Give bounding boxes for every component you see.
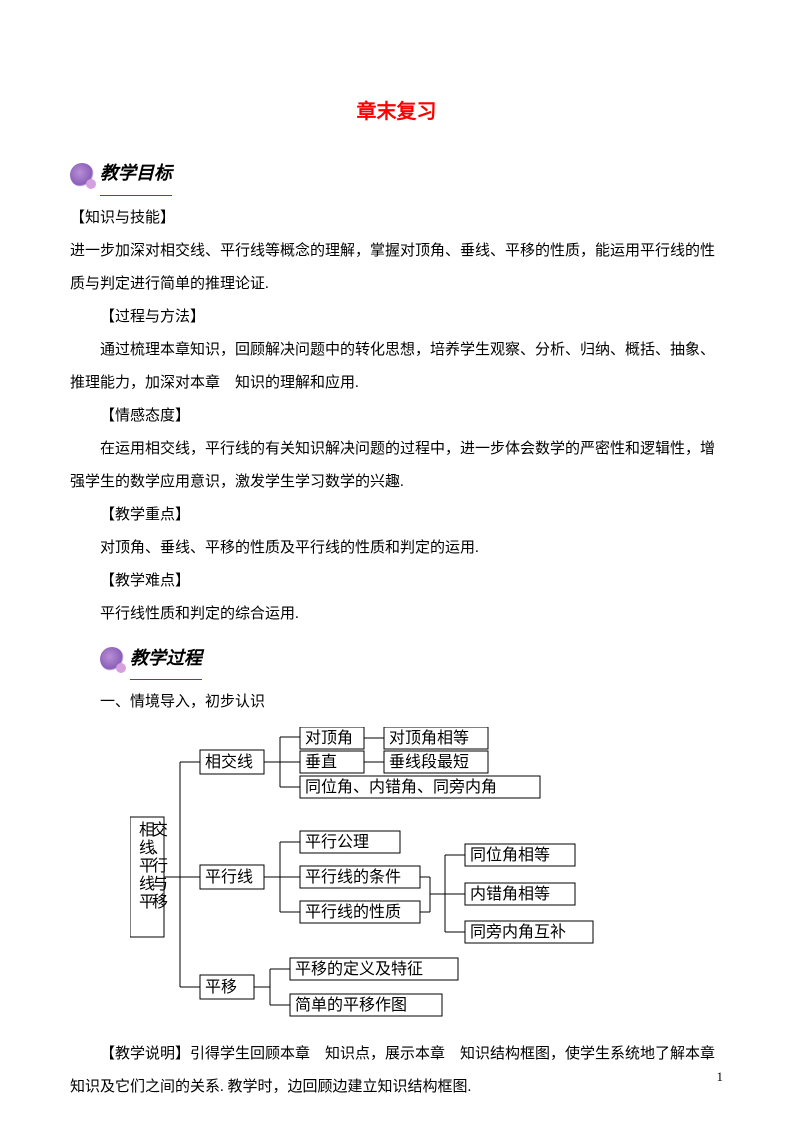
page-title: 章末复习 <box>70 90 723 134</box>
para-teaching-note: 【教学说明】引得学生回顾本章 知识点，展示本章 知识结构框图，使学生系统地了解本… <box>70 1038 723 1104</box>
para-context-intro: 一、情境导入，初步认识 <box>70 686 723 719</box>
svg-text:平行公理: 平行公理 <box>305 833 369 851</box>
heading-knowledge: 【知识与技能】 <box>70 202 723 235</box>
flower-icon <box>70 163 94 187</box>
page-number: 1 <box>717 1063 724 1092</box>
svg-text:同位角、内错角、同旁内角: 同位角、内错角、同旁内角 <box>305 778 497 796</box>
para-difficulty: 平行线性质和判定的综合运用. <box>70 598 723 631</box>
svg-text:交: 交 <box>152 821 168 839</box>
heading-emotion: 【情感态度】 <box>70 400 723 433</box>
svg-text:同旁内角互补: 同旁内角互补 <box>470 923 566 941</box>
para-focus: 对顶角、垂线、平移的性质及平行线的性质和判定的运用. <box>70 532 723 565</box>
svg-text:平移的定义及特征: 平移的定义及特征 <box>295 960 423 978</box>
knowledge-tree-diagram: 相 交 线 、 平 行 线 与 平 相 交 线 、 平 行 线 与 平 移 <box>130 727 723 1030</box>
para-emotion: 在运用相交线，平行线的有关知识解决问题的过程中，进一步体会数学的严密性和逻辑性，… <box>70 433 723 499</box>
section-objectives-header: 教学目标 <box>70 154 723 196</box>
svg-text:平移: 平移 <box>205 978 237 996</box>
svg-text:与: 与 <box>152 875 168 893</box>
svg-text:内错角相等: 内错角相等 <box>470 885 550 903</box>
svg-text:平行线: 平行线 <box>205 868 253 886</box>
section-process-label: 教学过程 <box>130 639 202 681</box>
section-process-header: 教学过程 <box>100 639 723 681</box>
heading-process: 【过程与方法】 <box>70 301 723 334</box>
svg-text:对顶角相等: 对顶角相等 <box>389 729 469 747</box>
svg-text:垂直: 垂直 <box>305 753 337 771</box>
svg-text:、: 、 <box>152 840 168 857</box>
heading-difficulty: 【教学难点】 <box>70 565 723 598</box>
svg-text:同位角相等: 同位角相等 <box>470 846 550 864</box>
svg-text:相交线: 相交线 <box>205 753 253 771</box>
svg-text:移: 移 <box>152 893 168 911</box>
svg-text:简单的平移作图: 简单的平移作图 <box>295 996 407 1014</box>
heading-focus: 【教学重点】 <box>70 499 723 532</box>
section-objectives-label: 教学目标 <box>100 154 172 196</box>
svg-text:行: 行 <box>152 857 168 875</box>
para-knowledge: 进一步加深对相交线、平行线等概念的理解，掌握对顶角、垂线、平移的性质，能运用平行… <box>70 235 723 301</box>
svg-text:平行线的条件: 平行线的条件 <box>305 868 401 886</box>
para-process: 通过梳理本章知识，回顾解决问题中的转化思想，培养学生观察、分析、归纳、概括、抽象… <box>70 334 723 400</box>
flower-icon <box>100 647 124 671</box>
svg-text:平行线的性质: 平行线的性质 <box>305 903 401 921</box>
svg-text:垂线段最短: 垂线段最短 <box>389 753 469 771</box>
svg-text:对顶角: 对顶角 <box>305 729 353 747</box>
